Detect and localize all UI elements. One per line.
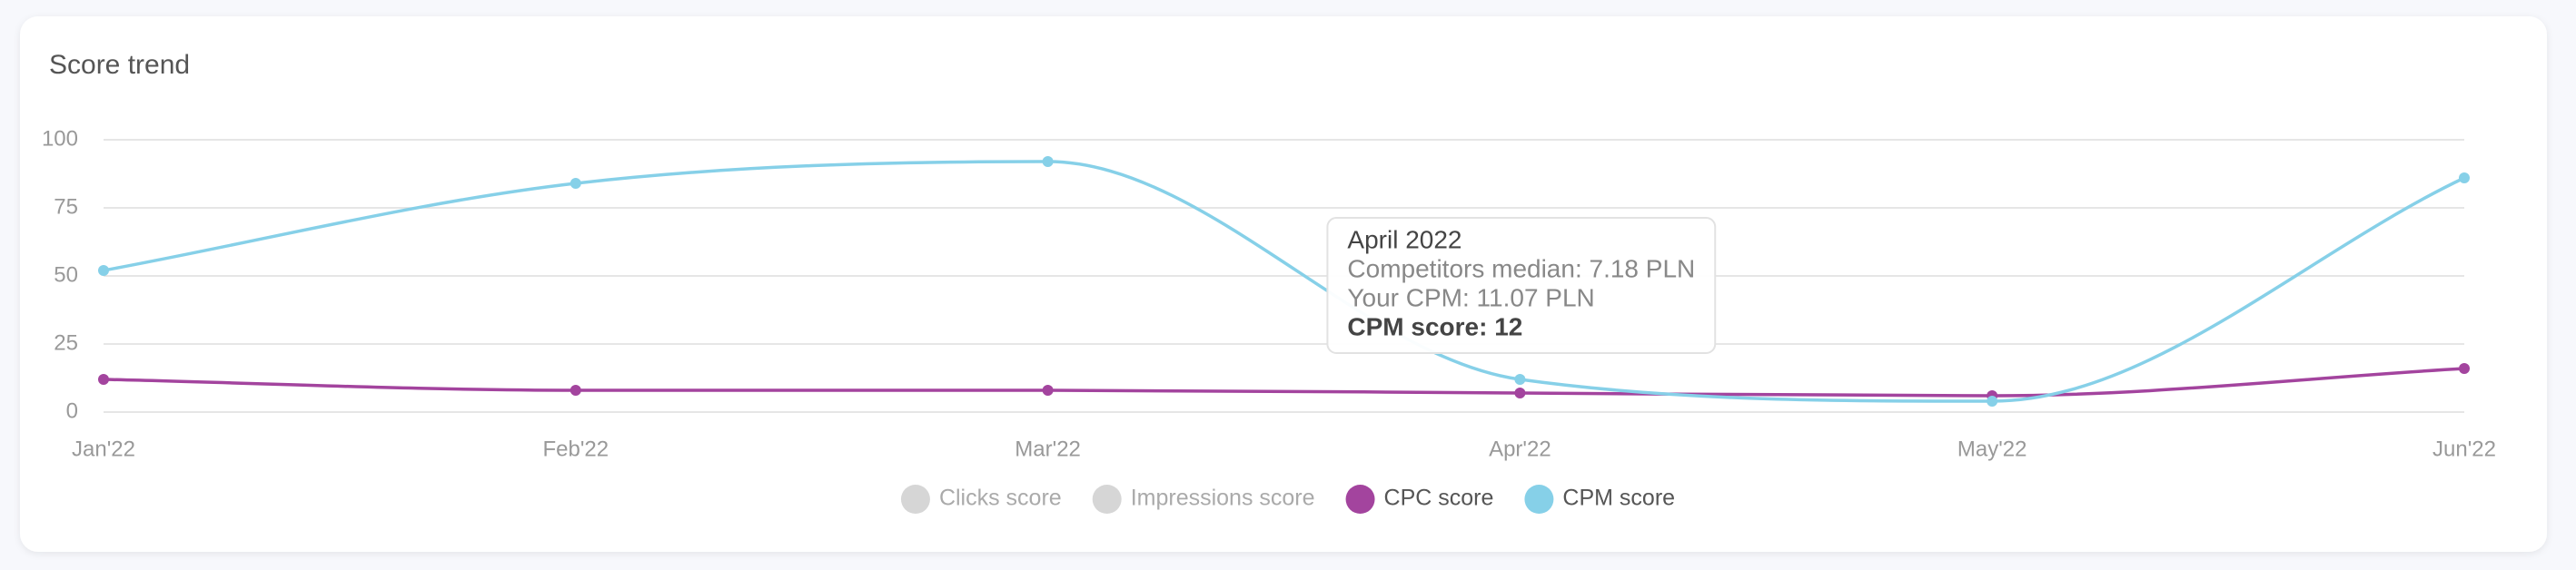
legend-swatch bbox=[1524, 485, 1554, 514]
x-tick-label: Jan'22 bbox=[72, 437, 135, 461]
point bbox=[1514, 388, 1526, 398]
x-tick-label: Apr'22 bbox=[1489, 437, 1551, 461]
legend-swatch bbox=[1092, 485, 1122, 514]
y-tick-label: 50 bbox=[54, 262, 78, 287]
legend-item[interactable]: Clicks score bbox=[900, 485, 1062, 514]
y-tick-label: 25 bbox=[54, 330, 78, 355]
legend-item[interactable]: CPM score bbox=[1524, 485, 1675, 514]
point bbox=[2459, 172, 2470, 183]
tooltip-line: Your CPM: 11.07 PLN bbox=[1347, 283, 1594, 311]
x-tick-label: Jun'22 bbox=[2432, 437, 2496, 461]
card bbox=[20, 16, 2547, 552]
legend-label: CPM score bbox=[1562, 486, 1675, 511]
legend-label: Impressions score bbox=[1131, 486, 1315, 511]
legend-item[interactable]: Impressions score bbox=[1092, 485, 1315, 514]
x-tick-label: May'22 bbox=[1957, 437, 2027, 461]
point bbox=[1514, 374, 1526, 385]
x-tick-label: Mar'22 bbox=[1015, 437, 1081, 461]
y-tick-label: 75 bbox=[54, 194, 78, 219]
legend-label: Clicks score bbox=[939, 486, 1062, 511]
legend-label: CPC score bbox=[1384, 486, 1494, 511]
point bbox=[1042, 385, 1054, 396]
point bbox=[570, 385, 581, 396]
tooltip-box bbox=[1326, 217, 1717, 354]
line bbox=[103, 160, 2465, 403]
legend: Clicks score Impressions score CPC score CP… bbox=[900, 485, 1675, 514]
legend-item[interactable]: CPC score bbox=[1345, 485, 1494, 514]
point bbox=[98, 265, 109, 276]
point bbox=[1042, 156, 1054, 167]
point bbox=[570, 178, 581, 189]
point bbox=[98, 374, 109, 385]
x-tick-label: Feb'22 bbox=[542, 437, 609, 461]
y-tick-label: 100 bbox=[42, 126, 78, 151]
tooltip-emphasis: CPM score: 12 bbox=[1347, 312, 1522, 340]
legend-swatch bbox=[900, 485, 930, 514]
point bbox=[2459, 363, 2470, 374]
tooltip-title: April 2022 bbox=[1347, 225, 1461, 253]
point bbox=[1986, 396, 1998, 407]
y-tick-label: 0 bbox=[66, 398, 78, 423]
legend-swatch bbox=[1345, 485, 1375, 514]
chart-title: Score trend bbox=[49, 50, 190, 80]
tooltip-line: Competitors median: 7.18 PLN bbox=[1347, 254, 1695, 282]
